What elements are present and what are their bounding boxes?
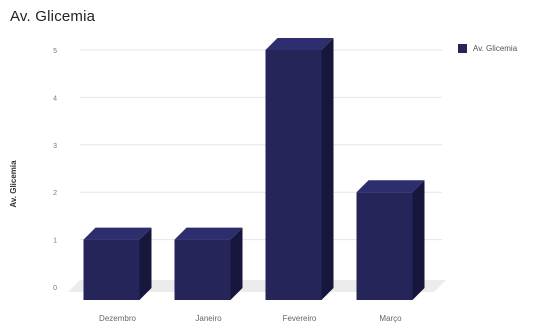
chart-floor	[68, 280, 446, 292]
bar-top	[174, 227, 243, 240]
bar	[174, 227, 243, 300]
y-tick-label: 2	[53, 190, 57, 197]
x-tick-labels: Dezembro Janeiro Fevereiro Março	[99, 314, 402, 323]
bar	[356, 180, 425, 300]
bar-side	[139, 227, 152, 300]
bar-top	[83, 227, 152, 240]
axes	[68, 280, 446, 292]
bar	[83, 227, 152, 300]
y-tick-label: 1	[53, 238, 57, 245]
bar-side	[412, 180, 425, 300]
y-tick-label: 4	[53, 95, 57, 102]
legend-label: Av. Glicemia	[473, 44, 518, 53]
y-tick-label: 3	[53, 143, 57, 150]
x-tick-label: Fevereiro	[283, 314, 317, 323]
bar-front	[356, 192, 413, 300]
x-tick-label: Dezembro	[99, 314, 136, 323]
bar-side	[321, 38, 334, 300]
y-axis-label: Av. Glicemia	[9, 160, 18, 208]
y-tick-label: 0	[53, 285, 57, 292]
chart-legend: Av. Glicemia	[458, 44, 517, 53]
bar-top	[265, 38, 334, 50]
chart-title: Av. Glicemia	[10, 8, 96, 25]
bar-top	[356, 180, 425, 193]
x-tick-label: Março	[379, 314, 402, 323]
y-tick-label: 5	[53, 48, 57, 55]
bar-side	[230, 227, 243, 300]
bar-front	[265, 50, 322, 300]
bars	[83, 38, 425, 300]
y-tick-labels: 0 1 2 3 4 5	[53, 48, 57, 292]
bar-front	[83, 239, 140, 300]
legend-swatch	[458, 44, 467, 53]
bar	[265, 38, 334, 300]
x-tick-label: Janeiro	[195, 314, 222, 323]
bar-front	[174, 239, 231, 300]
